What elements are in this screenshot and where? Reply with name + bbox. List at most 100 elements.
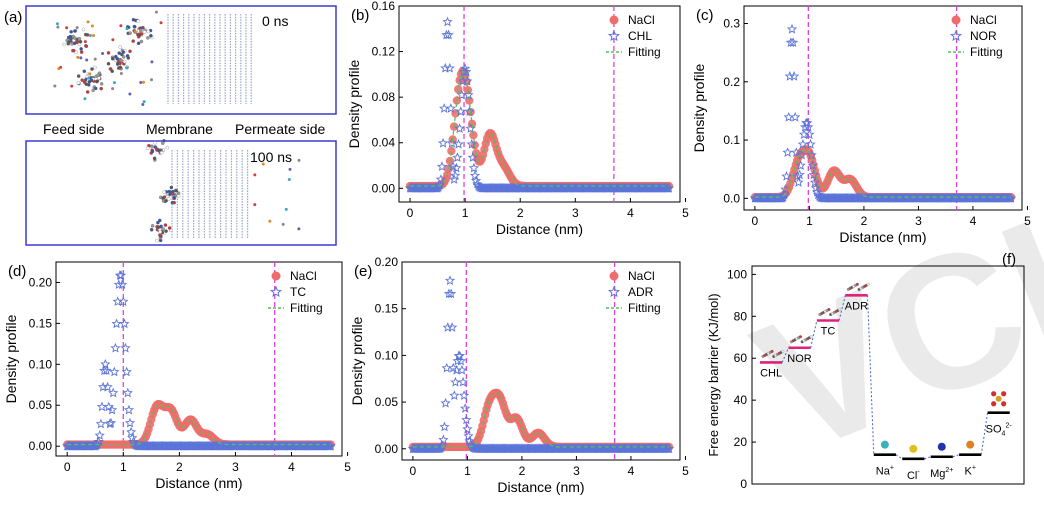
molecule-atom bbox=[176, 191, 181, 195]
molecule-atom bbox=[146, 146, 150, 150]
molecule-atom bbox=[128, 31, 132, 35]
molecule-atom bbox=[93, 86, 98, 91]
legend-label-fitting: Fitting bbox=[970, 45, 1003, 59]
x-tick-label: 5 bbox=[682, 464, 689, 478]
legend-marker-drug bbox=[949, 29, 963, 42]
ion-dot bbox=[150, 60, 154, 64]
y-tick-label: 60 bbox=[734, 351, 748, 365]
drug-point bbox=[94, 430, 105, 440]
molecule-atom bbox=[110, 57, 115, 61]
drug-point bbox=[110, 342, 121, 353]
frame-0ns bbox=[25, 5, 337, 115]
molecule-atom bbox=[79, 47, 83, 51]
molecule-atom bbox=[156, 220, 160, 225]
x-tick-label: 0 bbox=[64, 460, 71, 474]
molecule-atom bbox=[161, 227, 165, 231]
ion-dot bbox=[111, 87, 115, 91]
panel-label: (f) bbox=[1002, 251, 1016, 268]
drug-point bbox=[121, 366, 132, 377]
y-axis-label: Density profile bbox=[349, 316, 365, 405]
plot-frame bbox=[751, 265, 1025, 485]
molecule-atom bbox=[150, 144, 154, 149]
ion-sphere bbox=[1001, 401, 1007, 407]
legend-marker-nacl bbox=[951, 15, 961, 25]
drug-point bbox=[782, 147, 793, 157]
drug-point bbox=[451, 162, 462, 173]
drug-point bbox=[460, 403, 471, 413]
y-tick-label: 0.15 bbox=[29, 316, 53, 330]
molecule-atom bbox=[139, 28, 143, 33]
time-label-100ns: 100 ns bbox=[250, 149, 292, 165]
connector-line bbox=[895, 454, 903, 460]
drug-point bbox=[462, 423, 473, 434]
ion-dot bbox=[101, 51, 105, 55]
y-tick-label: 0.1 bbox=[723, 133, 740, 147]
molecule-atom bbox=[115, 56, 120, 61]
molecule-atom bbox=[89, 78, 94, 83]
ion-dot bbox=[93, 57, 97, 61]
drug-point bbox=[440, 62, 451, 73]
molecule-atom bbox=[149, 33, 153, 38]
x-tick-label: 4 bbox=[627, 206, 634, 220]
molecule-atom bbox=[167, 226, 172, 230]
ion-dot bbox=[297, 158, 301, 162]
ion-dot bbox=[55, 22, 59, 26]
level-label: NOR bbox=[787, 353, 812, 365]
x-tick-label: 2 bbox=[517, 206, 524, 220]
ion-dot bbox=[111, 38, 115, 42]
y-tick-label: 0.05 bbox=[375, 395, 399, 409]
molecule-atom bbox=[171, 189, 175, 194]
drug-point bbox=[466, 138, 477, 149]
drug-point bbox=[438, 434, 449, 445]
fitting-line bbox=[412, 392, 670, 448]
molecule-atom bbox=[69, 30, 73, 34]
drug-point bbox=[454, 123, 465, 133]
drug-point bbox=[126, 426, 137, 437]
connector-line bbox=[838, 295, 846, 321]
molecule-atom bbox=[781, 349, 785, 353]
molecule-atom bbox=[172, 200, 176, 205]
drug-point bbox=[809, 177, 821, 187]
membrane-label: Membrane bbox=[146, 121, 213, 137]
molecule-atom bbox=[79, 50, 84, 54]
x-tick-label: 3 bbox=[573, 464, 580, 478]
connector-line bbox=[867, 295, 875, 455]
drug-point bbox=[442, 322, 453, 332]
ion-dot bbox=[83, 97, 87, 101]
molecule-atom bbox=[67, 40, 71, 44]
level-label: CHL bbox=[760, 367, 782, 379]
ion-dot bbox=[297, 227, 301, 231]
molecule-atom bbox=[158, 233, 162, 237]
ion-sphere bbox=[966, 440, 975, 449]
level-label: TC bbox=[821, 326, 836, 338]
plot-frame bbox=[398, 5, 681, 203]
ion-dot bbox=[125, 27, 129, 31]
legend-label-nacl: NaCl bbox=[970, 13, 997, 27]
drug-point bbox=[461, 66, 472, 77]
legend-label-drug: TC bbox=[290, 285, 306, 299]
x-tick-label: 1 bbox=[806, 214, 813, 228]
drug-point bbox=[793, 177, 804, 187]
molecule-atom bbox=[85, 90, 90, 94]
ion-sphere bbox=[880, 440, 889, 449]
chart-c: 0 1 2 3 4 5 0.0 0.1 0.2 0.3 Distance (nm) Density p… bbox=[691, 5, 1031, 245]
ion-dot bbox=[70, 84, 74, 88]
molecule-atom bbox=[76, 74, 81, 78]
x-tick-label: 0 bbox=[407, 206, 414, 220]
drug-point bbox=[791, 147, 802, 157]
nacl-point bbox=[447, 146, 456, 156]
drug-point bbox=[439, 421, 450, 432]
molecule-atom bbox=[827, 307, 831, 312]
x-tick-label: 3 bbox=[232, 460, 239, 474]
connector-line bbox=[810, 320, 818, 348]
ion-sphere bbox=[995, 395, 1002, 402]
drug-point bbox=[109, 366, 120, 377]
drug-point bbox=[93, 436, 104, 447]
ion-dot bbox=[159, 21, 163, 25]
y-tick-label: 0.05 bbox=[29, 398, 53, 412]
level-label: Na+ bbox=[876, 465, 894, 478]
molecule-atom bbox=[122, 59, 127, 64]
ion-dot bbox=[125, 66, 129, 70]
molecule-atom bbox=[131, 39, 135, 43]
